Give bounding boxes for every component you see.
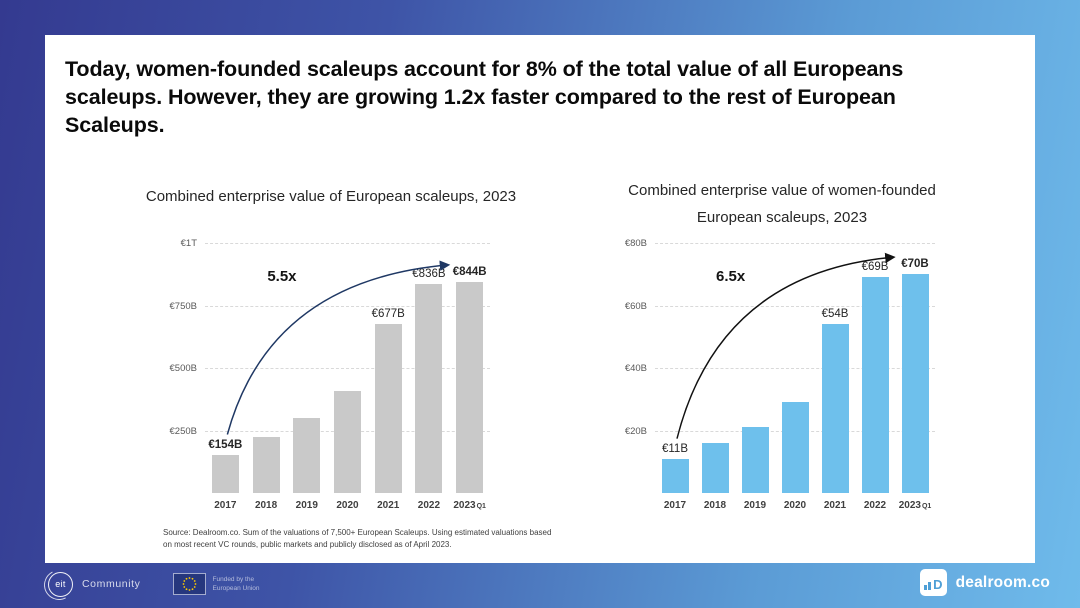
x-tick-label: 2019	[743, 500, 767, 511]
bar	[741, 427, 769, 493]
bar	[901, 274, 929, 493]
y-tick-label: €40B	[624, 363, 647, 374]
x-tick-label: 2019	[295, 500, 318, 511]
bar-value-label: €54B	[821, 308, 849, 321]
gridline	[655, 368, 935, 369]
growth-arrow-icon	[676, 252, 896, 439]
slide-card: Today, women-founded scaleups account fo…	[45, 35, 1035, 563]
bar	[861, 277, 889, 493]
x-tick-label: 2017	[663, 500, 687, 511]
growth-multiplier: 5.5x	[267, 268, 297, 285]
x-tick-label: 2018	[703, 500, 727, 511]
y-tick-label: €80B	[624, 238, 647, 249]
x-tick-label: 2022	[417, 500, 441, 511]
bar-value-label: €70B	[901, 258, 929, 271]
y-tick-label: €20B	[624, 425, 647, 437]
eu-funding-block: Funded by the European Union	[172, 573, 260, 595]
y-tick-label: €250B	[169, 425, 197, 437]
bar	[211, 454, 239, 493]
y-tick-label: €500B	[169, 363, 197, 374]
bar	[781, 402, 809, 493]
dealroom-letter: D	[933, 577, 943, 592]
source-note: Source: Dealroom.co. Sum of the valuatio…	[163, 528, 552, 549]
dealroom-bar-tall	[928, 582, 932, 590]
eu-flag-icon	[172, 573, 206, 595]
dealroom-wordmark: dealroom.co	[955, 573, 1050, 591]
footer-left: eit Community Funded by the European Uni…	[40, 565, 260, 604]
chart-title: Combined enterprise value of women-found…	[628, 182, 936, 226]
bar-value-label: €69B	[861, 261, 889, 274]
eit-logo: eit Community	[40, 565, 141, 604]
x-tick-label: 2017	[214, 500, 237, 511]
bar	[456, 282, 484, 493]
gridline	[655, 243, 935, 244]
bar	[293, 418, 321, 493]
y-tick-label: €1T	[180, 238, 197, 249]
bar-value-label: €836B	[412, 268, 446, 280]
x-tick-label: 2018	[254, 500, 278, 511]
bar	[701, 443, 729, 493]
bar	[415, 284, 443, 493]
footer-right: D dealroom.co	[919, 569, 1050, 596]
bar	[821, 324, 849, 493]
gridline	[205, 243, 490, 244]
eit-swoosh-icon	[40, 565, 78, 604]
x-tick-label: 2020	[336, 500, 359, 511]
x-tick-label: 2022	[863, 500, 887, 511]
bar	[661, 458, 689, 493]
gridline	[205, 305, 490, 307]
growth-multiplier: 6.5x	[715, 268, 746, 285]
eit-community-label: Community	[82, 578, 141, 590]
gridline	[655, 305, 935, 307]
x-tick-label: 2021	[377, 500, 400, 511]
bar-value-label: €844B	[452, 266, 487, 278]
dealroom-bar-small	[923, 585, 927, 590]
gridline	[205, 368, 490, 369]
growth-arrow-icon	[226, 260, 451, 435]
y-tick-label: €60B	[624, 300, 647, 312]
bar	[252, 436, 280, 493]
x-tick-label: 2021	[823, 500, 847, 511]
slide-headline: Today, women-founded scaleups account fo…	[65, 57, 904, 137]
bar	[374, 323, 402, 493]
x-tick-label: 2023Q1	[898, 500, 932, 511]
bar-value-label: €154B	[208, 438, 243, 451]
eu-funding-label: Funded by the European Union	[212, 576, 260, 592]
bar	[334, 390, 361, 493]
x-tick-label: 2020	[783, 500, 807, 511]
bar-value-label: €11B	[661, 442, 688, 455]
chart-title: Combined enterprise value of European sc…	[145, 188, 517, 205]
dealroom-logo-icon: D	[919, 569, 947, 596]
y-tick-label: €750B	[169, 300, 197, 312]
x-tick-label: 2023Q1	[453, 500, 486, 511]
eit-circle-icon: eit	[48, 571, 73, 597]
bar-value-label: €677B	[371, 307, 405, 320]
